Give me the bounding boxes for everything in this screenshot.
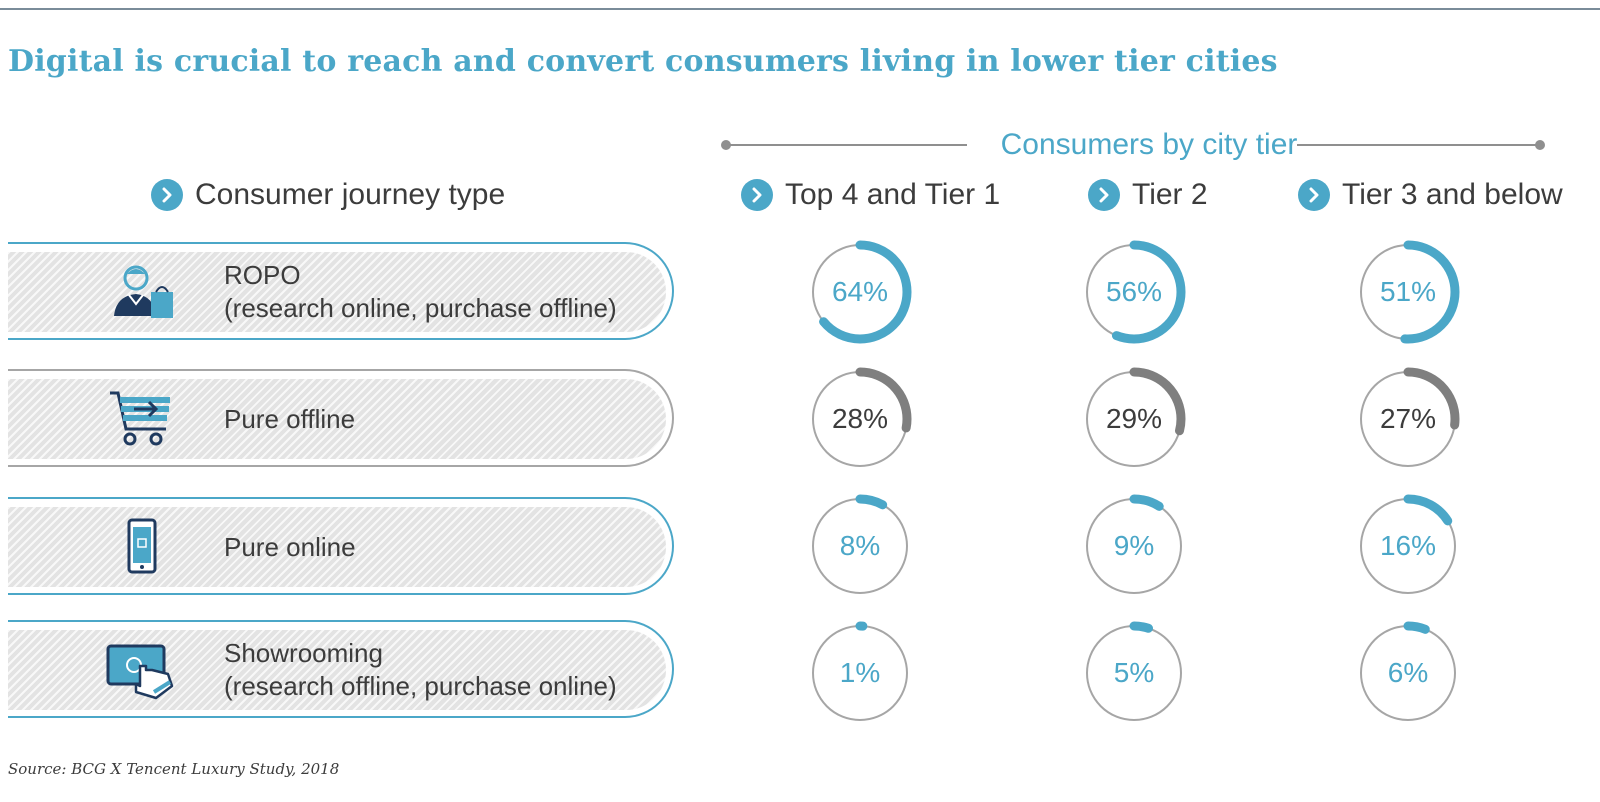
donut-value-label: 56%	[1105, 276, 1163, 307]
group-label: Consumers by city tier	[1000, 128, 1298, 161]
donut-svg	[1082, 494, 1186, 598]
column-header-label: Top 4 and Tier 1	[785, 178, 1001, 211]
donut-1-0: 28%	[805, 364, 915, 474]
row-label: Pure online	[224, 497, 356, 597]
row-label-line1: Pure online	[224, 531, 356, 562]
group-line-right	[1297, 144, 1541, 146]
donut-value-arc	[808, 367, 912, 471]
touchscreen-hand-icon	[106, 640, 178, 700]
row-pill-border	[8, 497, 674, 595]
donut-svg	[1082, 621, 1186, 725]
donut-svg	[1356, 240, 1460, 344]
donut-value-arc	[1082, 494, 1186, 598]
group-line-left	[727, 144, 967, 146]
donut-value-label: 5%	[1113, 657, 1155, 688]
city-tier-group-header: Consumers by city tier	[721, 122, 1573, 166]
donut-2-0: 8%	[805, 491, 915, 601]
donut-svg	[1082, 240, 1186, 344]
column-header-label: Tier 2	[1132, 178, 1208, 211]
chart-title: Digital is crucial to reach and convert …	[8, 44, 1278, 79]
donut-value-label: 51%	[1379, 276, 1437, 307]
row-label: ROPO (research online, purchase offline)	[224, 242, 617, 342]
donut-value-arc	[1082, 367, 1186, 471]
row-pill-fill	[8, 507, 666, 587]
donut-2-2: 16%	[1353, 491, 1463, 601]
donut-svg	[808, 494, 912, 598]
row-header: Consumer journey type	[151, 175, 505, 215]
donut-0-0: 64%	[805, 237, 915, 347]
row-pill-fill	[8, 252, 666, 332]
donut-value-arc	[1356, 621, 1460, 725]
donut-1-1: 29%	[1079, 364, 1189, 474]
donut-svg	[808, 240, 912, 344]
source-note: Source: BCG X Tencent Luxury Study, 2018	[8, 760, 340, 778]
donut-svg	[808, 621, 912, 725]
donut-svg	[1082, 367, 1186, 471]
row-label-line1: ROPO	[224, 260, 301, 290]
donut-value-label: 29%	[1105, 403, 1163, 434]
donut-svg	[1356, 367, 1460, 471]
donut-3-0: 1%	[805, 618, 915, 728]
column-header-1: Tier 2	[1088, 175, 1208, 215]
journey-row-pure-online: Pure online	[8, 497, 676, 597]
donut-3-1: 5%	[1079, 618, 1189, 728]
donut-svg	[1356, 621, 1460, 725]
journey-row-ropo: ROPO (research online, purchase offline)	[8, 242, 676, 342]
chevron-right-icon	[1298, 179, 1330, 211]
row-pill-border	[8, 369, 674, 467]
donut-value-arc	[1356, 240, 1460, 344]
donut-0-1: 56%	[1079, 237, 1189, 347]
donut-0-2: 51%	[1353, 237, 1463, 347]
row-header-label: Consumer journey type	[195, 178, 506, 211]
donut-value-label: 9%	[1113, 530, 1155, 561]
row-label-line1: Showrooming	[224, 638, 383, 668]
donut-value-label: 27%	[1379, 403, 1437, 434]
top-rule	[0, 8, 1600, 10]
donut-value-label: 64%	[831, 276, 889, 307]
chevron-right-icon	[151, 179, 183, 211]
row-pill-border	[8, 242, 674, 340]
donut-1-2: 27%	[1353, 364, 1463, 474]
row-label-line1: Pure offline	[224, 403, 356, 434]
donut-svg	[1356, 494, 1460, 598]
chevron-right-icon	[1088, 179, 1120, 211]
journey-row-showrooming: Showrooming (research offline, purchase …	[8, 620, 676, 720]
donut-value-label: 1%	[839, 657, 881, 688]
chevron-right-icon	[741, 179, 773, 211]
donut-value-arc	[1356, 367, 1460, 471]
shopping-cart-icon	[106, 389, 178, 449]
donut-value-arc	[808, 494, 912, 598]
group-line-left-dot	[721, 140, 731, 150]
donut-value-label: 6%	[1387, 657, 1429, 688]
column-header-2: Tier 3 and below	[1298, 175, 1563, 215]
row-pill-border	[8, 620, 674, 718]
donut-svg	[808, 367, 912, 471]
donut-value-arc	[808, 240, 912, 344]
row-label-line2: (research online, purchase offline)	[224, 293, 617, 323]
donut-value-arc	[808, 621, 912, 725]
journey-row-pure-offline: Pure offline	[8, 369, 676, 469]
donut-value-label: 28%	[831, 403, 889, 434]
row-label-line2: (research offline, purchase online)	[224, 671, 617, 701]
donut-value-arc	[1356, 494, 1460, 598]
smartphone-cart-icon	[106, 517, 178, 577]
donut-value-label: 8%	[839, 530, 881, 561]
donut-2-1: 9%	[1079, 491, 1189, 601]
donut-value-arc	[1082, 240, 1186, 344]
donut-value-label: 16%	[1379, 530, 1437, 561]
donut-3-2: 6%	[1353, 618, 1463, 728]
column-header-0: Top 4 and Tier 1	[741, 175, 1000, 215]
row-label: Pure offline	[224, 369, 355, 469]
column-header-label: Tier 3 and below	[1342, 178, 1563, 211]
donut-value-arc	[1082, 621, 1186, 725]
row-label: Showrooming (research offline, purchase …	[224, 620, 617, 720]
person-with-shopping-bag-icon	[106, 262, 178, 322]
group-line-right-dot	[1535, 140, 1545, 150]
